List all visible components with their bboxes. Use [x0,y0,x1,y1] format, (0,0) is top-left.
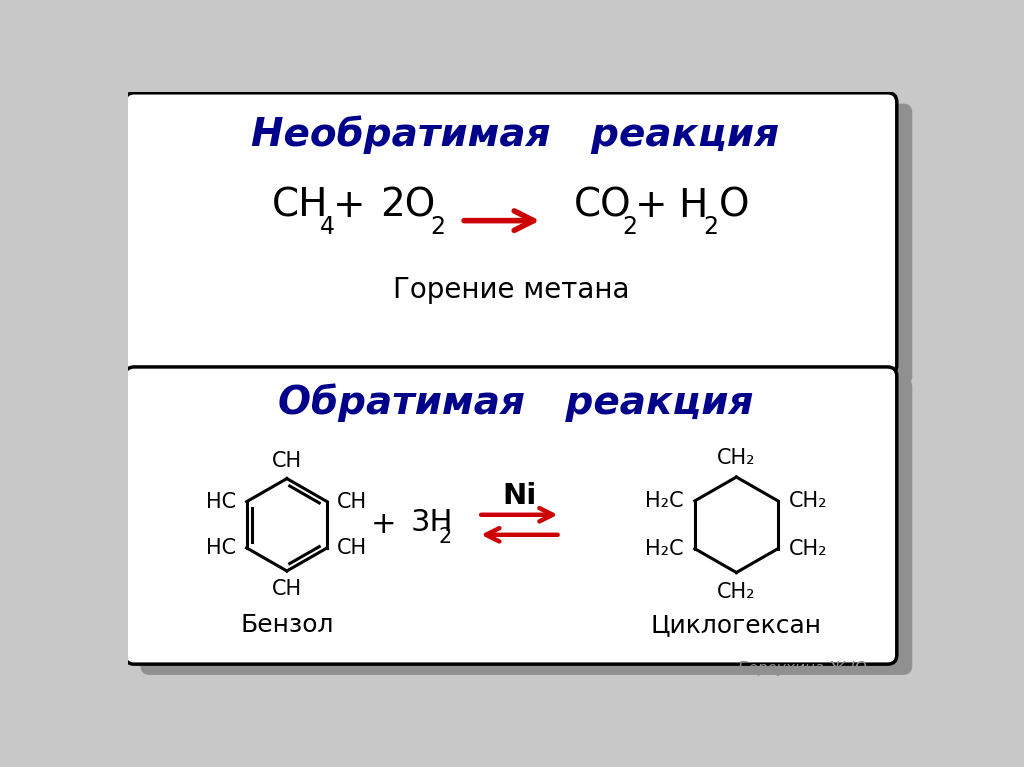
Text: Бороухина Ж.Ю: Бороухина Ж.Ю [738,661,866,676]
Text: CO: CO [573,187,631,225]
Text: H₂C: H₂C [645,538,684,558]
Text: Ni: Ni [502,482,537,509]
Text: CH: CH [271,187,328,225]
Text: +: + [371,510,396,539]
Text: 2: 2 [430,215,445,239]
Text: CH: CH [337,492,368,512]
Text: +: + [635,187,668,225]
Text: Обратимая   реакция: Обратимая реакция [278,383,754,422]
Text: Бензол: Бензол [240,613,334,637]
Text: 2: 2 [623,215,638,239]
Text: CH₂: CH₂ [717,448,756,468]
Text: CH: CH [271,578,302,599]
Text: O: O [719,187,749,225]
FancyBboxPatch shape [140,377,912,675]
Text: CH₂: CH₂ [717,581,756,602]
Text: 2: 2 [438,527,452,547]
Text: HC: HC [207,538,237,558]
Text: 2: 2 [703,215,718,239]
Text: Циклогексан: Циклогексан [651,613,822,637]
Text: H₂C: H₂C [645,491,684,511]
Text: 4: 4 [319,215,335,239]
Text: CH₂: CH₂ [788,538,827,558]
FancyBboxPatch shape [125,93,897,374]
Text: CH: CH [271,451,302,471]
Text: 3H: 3H [411,508,454,537]
Text: Необратимая   реакция: Необратимая реакция [252,115,779,153]
Text: 2O: 2O [380,187,435,225]
Text: CH₂: CH₂ [788,491,827,511]
FancyBboxPatch shape [140,104,912,385]
Text: +: + [333,187,366,225]
FancyBboxPatch shape [125,367,897,664]
Text: HC: HC [207,492,237,512]
Text: H: H [678,187,708,225]
Text: CH: CH [337,538,368,558]
Text: Горение метана: Горение метана [392,276,629,304]
